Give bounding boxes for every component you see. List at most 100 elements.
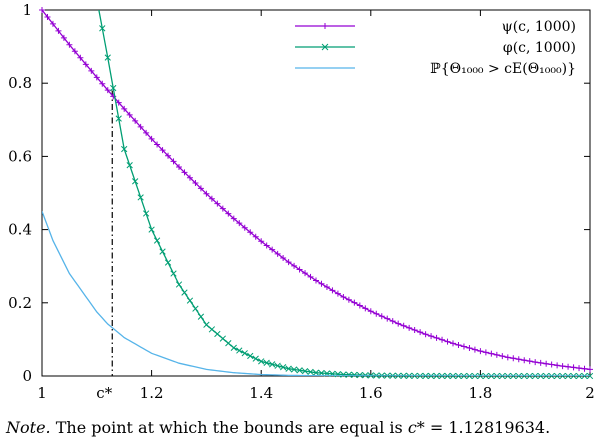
data-point — [197, 185, 204, 192]
data-point — [340, 371, 347, 378]
data-point — [148, 226, 155, 233]
data-point — [307, 273, 314, 280]
note-caption: Note. The point at which the bounds are … — [6, 418, 592, 437]
data-point — [121, 105, 128, 112]
data-point — [153, 237, 161, 244]
data-point — [154, 141, 161, 148]
data-point — [263, 242, 270, 249]
x-tick-label: 2 — [585, 384, 595, 402]
data-point — [417, 329, 424, 336]
note-variable: c — [407, 418, 417, 437]
data-point — [269, 246, 276, 253]
data-point — [225, 210, 232, 217]
data-point — [247, 352, 254, 360]
data-point — [99, 80, 106, 87]
data-point — [236, 220, 243, 227]
data-point — [477, 348, 484, 355]
axis-ticks — [41, 9, 591, 377]
data-point — [345, 296, 352, 303]
y-tick-label: 0 — [22, 367, 32, 385]
data-point — [411, 327, 418, 334]
data-point — [252, 233, 259, 240]
data-point — [351, 299, 358, 306]
data-point — [104, 87, 111, 94]
data-point — [263, 359, 270, 366]
data-point — [269, 361, 276, 368]
data-point — [192, 180, 199, 187]
data-point — [126, 162, 133, 169]
data-point — [450, 340, 456, 347]
data-point — [219, 335, 226, 342]
note-text: The point at which the bounds are equal … — [50, 418, 408, 437]
data-point — [543, 360, 550, 367]
data-point — [241, 350, 248, 357]
data-point — [143, 129, 150, 136]
data-point — [55, 27, 62, 34]
data-point — [444, 338, 451, 345]
x-tick-label: 1.4 — [249, 384, 273, 402]
y-tick-label: 0.4 — [8, 221, 32, 239]
series-line — [98, 10, 590, 376]
data-point — [318, 369, 325, 377]
data-point — [60, 34, 67, 41]
data-point — [66, 41, 73, 48]
y-tick-label: 1 — [22, 1, 32, 19]
data-point — [71, 48, 78, 55]
data-point — [181, 289, 188, 296]
data-point — [247, 229, 254, 236]
data-point — [230, 344, 237, 351]
data-point — [515, 356, 522, 363]
data-point — [274, 362, 281, 369]
data-point — [302, 270, 309, 277]
series-0 — [39, 7, 593, 373]
data-point — [510, 355, 517, 362]
legend-marker — [322, 23, 328, 29]
data-point — [252, 355, 259, 362]
x-tick-label: 1.2 — [140, 384, 164, 402]
data-point — [313, 277, 319, 284]
data-point — [132, 178, 139, 185]
data-point — [384, 315, 391, 322]
data-point — [203, 321, 210, 328]
data-point — [356, 371, 363, 379]
data-point — [214, 330, 221, 338]
data-point — [225, 340, 232, 347]
data-point — [203, 190, 210, 197]
data-point — [378, 313, 385, 320]
y-tick-label: 0.6 — [8, 147, 32, 165]
data-point — [115, 99, 122, 106]
data-point — [526, 358, 533, 365]
legend: ψ(c, 1000) φ(c, 1000) ℙ{Θ₁₀₀₀ > cE(Θ₁₀₀₀)} — [295, 19, 576, 77]
data-point — [356, 302, 363, 309]
data-point — [587, 366, 593, 373]
data-point — [44, 13, 51, 20]
data-point — [362, 305, 369, 312]
data-point — [192, 305, 199, 312]
chart: 1 1.2 1.4 1.6 1.8 2 0 0.2 0.4 0.6 0.8 1 c* ψ(c, 100… — [8, 1, 595, 402]
data-point — [170, 158, 177, 165]
data-point — [581, 365, 588, 372]
annotation-layer: c* — [96, 90, 113, 402]
y-tick-label: 0.8 — [8, 74, 32, 92]
series-line — [42, 211, 590, 376]
data-point — [148, 135, 155, 142]
data-point — [565, 363, 572, 370]
data-point — [334, 371, 342, 378]
data-point — [219, 205, 226, 212]
series-layer — [39, 7, 594, 380]
data-point — [274, 250, 281, 257]
data-point — [428, 333, 435, 340]
data-point — [389, 318, 396, 325]
data-point — [521, 357, 528, 364]
data-point — [395, 320, 402, 327]
legend-label: ℙ{Θ₁₀₀₀ > cE(Θ₁₀₀₀)} — [430, 61, 576, 77]
data-point — [137, 123, 144, 130]
x-tick-label: 1.6 — [359, 384, 383, 402]
x-tick-label: 1.8 — [468, 384, 492, 402]
data-point — [159, 147, 166, 154]
data-point — [439, 336, 446, 343]
legend-marker — [321, 43, 329, 51]
data-point — [110, 84, 117, 92]
data-point — [241, 224, 248, 231]
data-point — [214, 200, 221, 207]
